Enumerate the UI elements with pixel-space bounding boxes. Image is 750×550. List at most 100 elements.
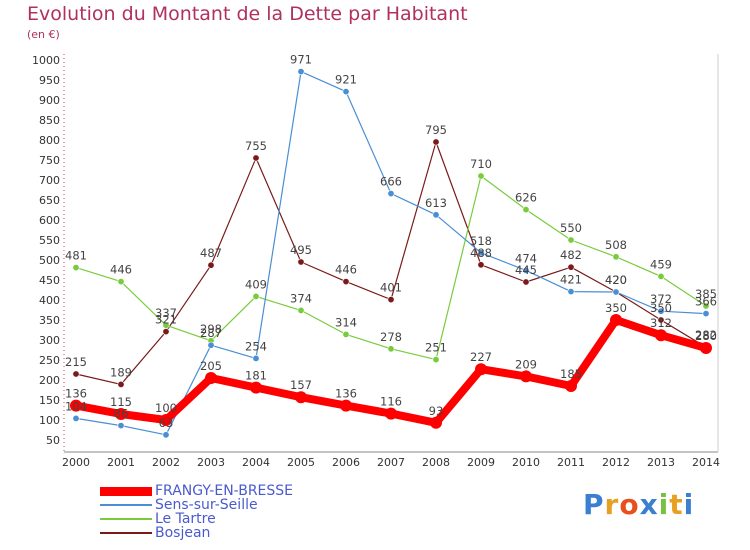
data-label: 366 <box>695 295 717 309</box>
data-point <box>72 370 80 378</box>
y-tick-label: 950 <box>39 74 60 87</box>
data-label: 420 <box>605 273 627 287</box>
data-label: 215 <box>65 355 87 369</box>
data-label: 446 <box>335 263 357 277</box>
x-tick-label: 2014 <box>692 456 720 469</box>
data-label: 474 <box>515 251 537 265</box>
data-label: 321 <box>155 313 177 327</box>
data-label: 63 <box>159 416 174 430</box>
data-label: 181 <box>245 369 267 383</box>
data-label: 116 <box>380 395 402 409</box>
x-tick-label: 2009 <box>467 456 495 469</box>
y-tick-label: 200 <box>39 374 60 387</box>
legend-entry: FRANGY-EN-BRESSE <box>100 483 294 499</box>
data-point <box>610 314 622 326</box>
y-tick-label: 250 <box>39 354 60 367</box>
data-point <box>655 329 667 342</box>
data-point <box>385 407 397 420</box>
data-label: 409 <box>245 277 267 291</box>
data-label: 100 <box>155 401 177 415</box>
data-label: 487 <box>200 246 222 260</box>
data-point <box>252 354 260 362</box>
data-label: 93 <box>429 404 444 418</box>
data-point <box>295 391 307 404</box>
data-label: 613 <box>425 196 447 210</box>
data-label: 710 <box>470 157 492 171</box>
data-label: 136 <box>335 387 357 401</box>
proxiti-logo: Proxiti <box>583 488 695 521</box>
data-label: 185 <box>560 367 582 381</box>
data-point <box>477 172 485 180</box>
data-point <box>702 302 710 310</box>
data-point <box>567 288 575 296</box>
legend-label: Le Tartre <box>155 511 216 527</box>
y-tick-label: 500 <box>39 254 60 267</box>
data-point <box>522 266 530 274</box>
y-tick-label: 650 <box>39 194 60 207</box>
data-point <box>387 190 395 198</box>
data-point <box>207 261 215 269</box>
y-tick-label: 300 <box>39 334 60 347</box>
data-point <box>477 261 485 269</box>
y-tick-label: 1000 <box>32 54 60 67</box>
y-tick-label: 850 <box>39 114 60 127</box>
data-point <box>477 249 485 257</box>
data-label: 350 <box>650 301 672 315</box>
data-label: 420 <box>605 273 627 287</box>
x-tick-label: 2002 <box>152 456 180 469</box>
data-point <box>252 292 260 300</box>
data-point <box>700 342 712 354</box>
data-label: 280 <box>695 329 717 343</box>
y-tick-label: 600 <box>39 214 60 227</box>
chart-title: Evolution du Montant de la Dette par Hab… <box>27 3 468 25</box>
data-label: 921 <box>335 73 357 87</box>
data-point <box>117 278 125 286</box>
data-label: 971 <box>290 53 312 67</box>
data-label: 314 <box>335 315 357 329</box>
data-point <box>117 380 125 388</box>
data-label: 312 <box>650 316 672 330</box>
data-label: 251 <box>425 341 447 355</box>
y-tick-label: 700 <box>39 174 60 187</box>
data-label: 446 <box>110 263 132 277</box>
data-point <box>657 316 665 324</box>
data-label: 488 <box>470 246 492 260</box>
data-label: 385 <box>695 287 717 301</box>
data-point <box>340 399 352 412</box>
data-point <box>342 278 350 286</box>
legend-swatch <box>100 532 152 534</box>
y-tick-label: 550 <box>39 234 60 247</box>
legend-swatch <box>100 504 152 506</box>
legend-entry: Bosjean <box>100 525 293 541</box>
data-point <box>567 236 575 244</box>
legend-label: FRANGY-EN-BRESSE <box>155 483 294 499</box>
data-label: 550 <box>560 221 582 235</box>
series-line-sens-sur-seille <box>75 70 707 436</box>
legend-label: Sens-sur-Seille <box>155 497 258 513</box>
data-label: 189 <box>110 365 132 379</box>
data-point <box>387 296 395 304</box>
data-point <box>565 380 577 392</box>
data-label: 374 <box>290 291 312 305</box>
data-point <box>250 381 262 394</box>
y-tick-label: 400 <box>39 294 60 307</box>
data-point <box>207 341 215 349</box>
y-tick-label: 450 <box>39 274 60 287</box>
y-tick-label: 350 <box>39 314 60 327</box>
data-label: 795 <box>425 123 447 137</box>
data-label: 254 <box>245 339 267 353</box>
data-label: 287 <box>200 326 222 340</box>
x-tick-label: 2008 <box>422 456 450 469</box>
x-tick-label: 2005 <box>287 456 315 469</box>
data-label: 459 <box>650 257 672 271</box>
data-label: 115 <box>110 395 132 409</box>
data-label: 350 <box>605 301 627 315</box>
x-tick-label: 2011 <box>557 456 585 469</box>
x-tick-label: 2004 <box>242 456 270 469</box>
data-point <box>297 258 305 266</box>
data-point <box>432 138 440 146</box>
x-tick-label: 2003 <box>197 456 225 469</box>
data-label: 445 <box>515 263 537 277</box>
data-label: 205 <box>200 359 222 373</box>
